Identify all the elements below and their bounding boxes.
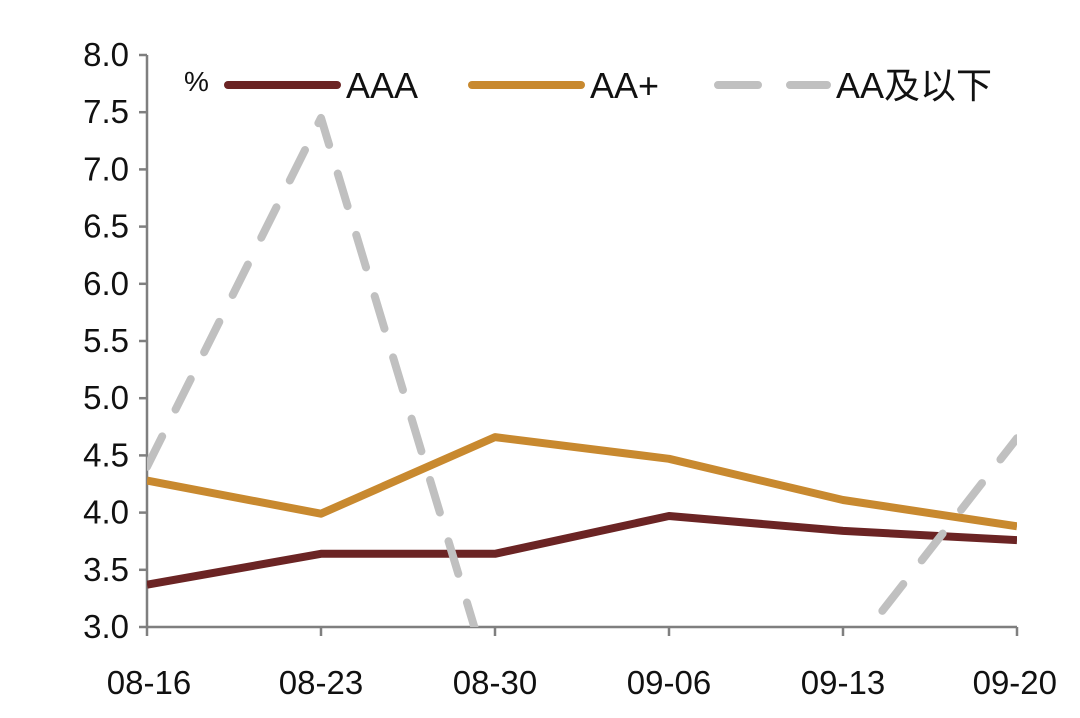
legend-label-0: AAA: [346, 65, 418, 106]
y-tick-label: 5.5: [83, 322, 129, 359]
legend: % AAA AA+ AA及以下: [184, 65, 992, 106]
y-tick-label: 6.0: [83, 265, 129, 302]
y-tick-label: 5.0: [83, 379, 129, 416]
y-tick-label: 7.0: [83, 150, 129, 187]
x-tick-label: 08-16: [107, 664, 191, 701]
x-tick-label: 08-23: [279, 664, 363, 701]
y-tick-label: 7.5: [83, 93, 129, 130]
axes: 3.0 3.5 4.0 4.5 5.0 5.5 6.0 6.5 7.0 7.5 8.0 08-16 08…: [83, 36, 1057, 701]
y-tick-label: 3.5: [83, 551, 129, 588]
y-tick-label: 4.5: [83, 436, 129, 473]
legend-label-1: AA+: [590, 65, 659, 106]
series-line-0: [147, 512, 1017, 589]
x-tick-label: 09-13: [801, 664, 885, 701]
series-lines: [147, 113, 1017, 627]
x-tick-label: 08-30: [453, 664, 537, 701]
y-tick-label: 4.0: [83, 494, 129, 531]
series-line-2: [864, 434, 1017, 627]
y-tick-label: 6.5: [83, 208, 129, 245]
series-line-1: [147, 433, 1017, 531]
unit-label: %: [184, 66, 209, 97]
y-tick-label: 8.0: [83, 36, 129, 73]
legend-label-2: AA及以下: [836, 65, 992, 106]
x-tick-label: 09-20: [973, 664, 1057, 701]
series-line-2: [147, 113, 479, 627]
x-tick-label: 09-06: [627, 664, 711, 701]
y-tick-label: 3.0: [83, 608, 129, 645]
